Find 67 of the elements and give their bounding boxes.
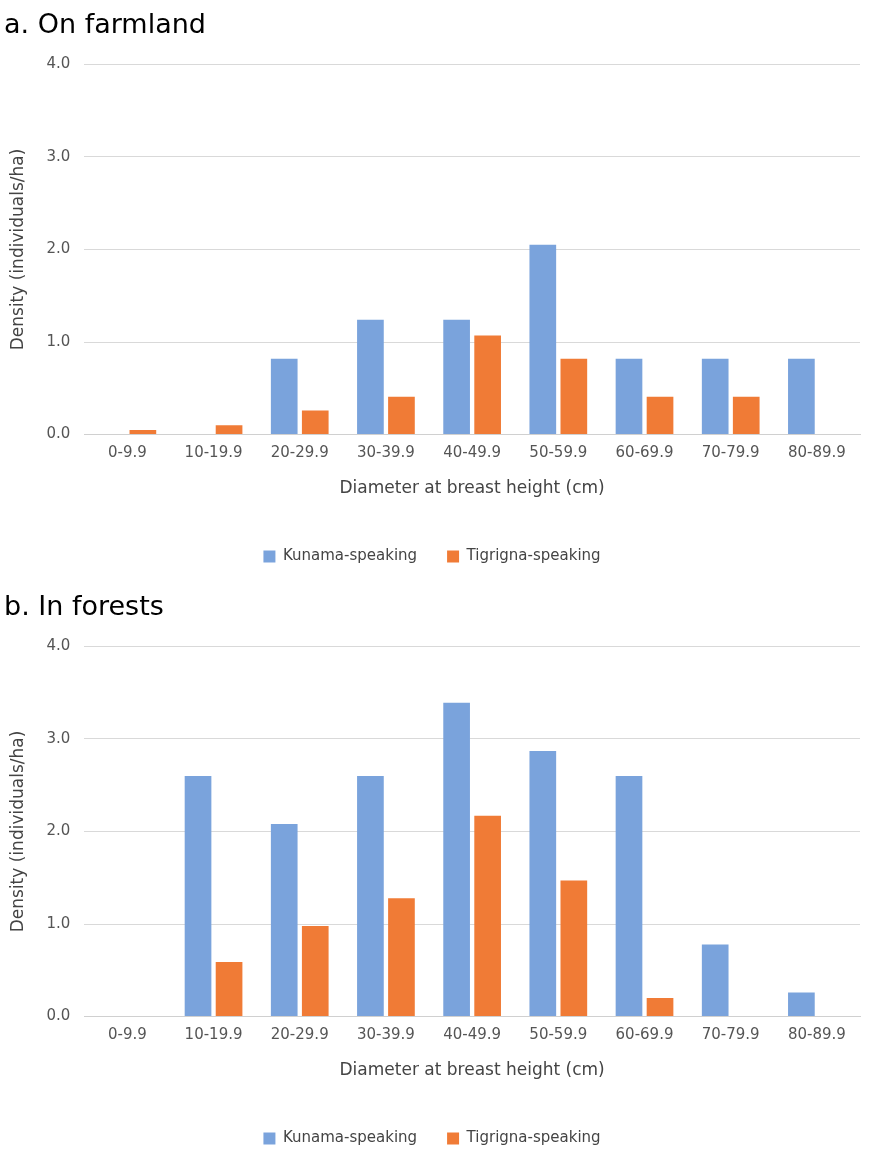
x-tick-label: 60-69.9 bbox=[615, 443, 674, 462]
legend-label: Kunama-speaking bbox=[282, 1128, 418, 1147]
x-tick-label: 40-49.9 bbox=[443, 1025, 502, 1044]
x-tick-label: 50-59.9 bbox=[529, 443, 588, 462]
bar bbox=[560, 880, 588, 1017]
chart-title: b. In forests bbox=[4, 590, 164, 622]
y-tick-label: 1.0 bbox=[46, 331, 71, 350]
bar bbox=[215, 425, 243, 435]
bar bbox=[301, 925, 329, 1017]
bar bbox=[646, 998, 674, 1017]
y-tick-label: 0.0 bbox=[46, 424, 71, 443]
legend-label: Tigrigna-speaking bbox=[465, 1128, 601, 1147]
legend-label: Tigrigna-speaking bbox=[465, 546, 601, 565]
x-tick-label: 20-29.9 bbox=[270, 443, 329, 462]
bar bbox=[270, 358, 298, 435]
bar bbox=[701, 358, 729, 435]
bar bbox=[701, 944, 729, 1017]
y-tick-label: 1.0 bbox=[46, 913, 71, 932]
chart-title: a. On farmland bbox=[4, 8, 206, 40]
x-tick-label: 30-39.9 bbox=[356, 1025, 415, 1044]
bar bbox=[357, 775, 384, 1017]
x-tick-label: 30-39.9 bbox=[356, 443, 415, 462]
bar bbox=[184, 775, 212, 1017]
bar bbox=[788, 992, 815, 1017]
x-tick-label: 70-79.9 bbox=[701, 443, 760, 462]
y-tick-label: 3.0 bbox=[46, 146, 71, 165]
x-tick-label: 80-89.9 bbox=[787, 443, 846, 462]
bar bbox=[529, 750, 557, 1017]
x-tick-label: 80-89.9 bbox=[787, 1025, 846, 1044]
y-tick-label: 4.0 bbox=[46, 54, 71, 73]
y-tick-label: 2.0 bbox=[46, 821, 71, 840]
bar bbox=[301, 410, 329, 435]
bar bbox=[788, 358, 815, 435]
y-axis-title: Density (individuals/ha) bbox=[6, 730, 27, 933]
bar bbox=[388, 396, 415, 435]
x-tick-label: 20-29.9 bbox=[270, 1025, 329, 1044]
y-axis-title: Density (individuals/ha) bbox=[6, 148, 27, 351]
bar bbox=[129, 429, 157, 435]
bar bbox=[529, 244, 557, 435]
bar bbox=[474, 815, 501, 1017]
legend-label: Kunama-speaking bbox=[282, 546, 418, 565]
x-tick-label: 60-69.9 bbox=[615, 1025, 674, 1044]
bar bbox=[474, 335, 501, 435]
y-tick-label: 0.0 bbox=[46, 1006, 71, 1025]
bar bbox=[646, 396, 674, 435]
bar bbox=[615, 358, 643, 435]
x-tick-label: 50-59.9 bbox=[529, 1025, 588, 1044]
x-tick-label: 10-19.9 bbox=[184, 443, 243, 462]
x-tick-label: 70-79.9 bbox=[701, 1025, 760, 1044]
bar bbox=[732, 396, 760, 435]
bar bbox=[443, 319, 470, 435]
bar bbox=[388, 898, 415, 1017]
y-tick-label: 3.0 bbox=[46, 728, 71, 747]
bar bbox=[615, 775, 643, 1017]
x-tick-label: 0-9.9 bbox=[107, 1025, 147, 1044]
bar bbox=[560, 358, 588, 435]
bar bbox=[270, 824, 298, 1017]
bar bbox=[357, 319, 384, 435]
bar bbox=[443, 702, 470, 1017]
x-tick-label: 40-49.9 bbox=[443, 443, 502, 462]
x-axis-title: Diameter at breast height (cm) bbox=[339, 477, 605, 498]
y-tick-label: 4.0 bbox=[46, 636, 71, 655]
x-axis-title: Diameter at breast height (cm) bbox=[339, 1059, 605, 1080]
x-tick-label: 0-9.9 bbox=[107, 443, 147, 462]
x-tick-label: 10-19.9 bbox=[184, 1025, 243, 1044]
y-tick-label: 2.0 bbox=[46, 239, 71, 258]
bar bbox=[215, 962, 243, 1017]
